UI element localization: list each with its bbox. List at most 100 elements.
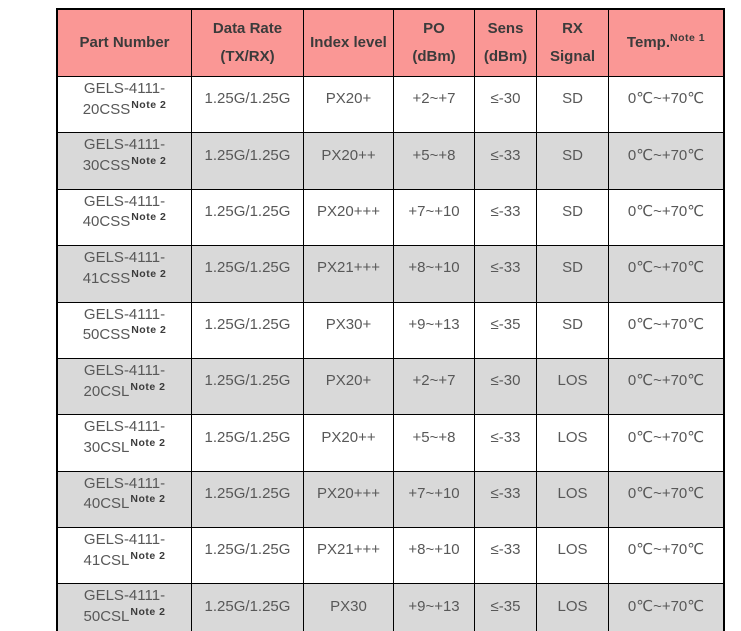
cell-temp: 0℃~+70℃ bbox=[608, 470, 725, 529]
cell-rate: 1.25G/1.25G bbox=[191, 245, 304, 303]
header-label: RX bbox=[562, 19, 583, 37]
column-header-sens: Sens (dBm) bbox=[474, 8, 537, 77]
cell-sens: ≤-35 bbox=[474, 301, 537, 359]
part-note-superscript: Note 2 bbox=[131, 155, 167, 168]
cell-sens: ≤-33 bbox=[474, 245, 537, 303]
table-header: Part Number Data Rate (TX/RX) Index level PO… bbox=[56, 8, 725, 77]
cell-rate: 1.25G/1.25G bbox=[191, 357, 304, 416]
table-row: GELS-4111- 40CSLNote 2 1.25G/1.25G PX20+++ +… bbox=[56, 470, 725, 529]
part-number-line2: 20CSS bbox=[82, 100, 131, 118]
column-header-rx: RX Signal bbox=[536, 8, 609, 77]
header-note-superscript: Note 1 bbox=[669, 31, 706, 44]
table-row: GELS-4111- 50CSSNote 2 1.25G/1.25G PX30+ +9~… bbox=[56, 301, 725, 359]
cell-index: PX30 bbox=[303, 583, 394, 631]
part-note-superscript: Note 2 bbox=[130, 549, 166, 562]
part-number-line2: 50CSS bbox=[82, 326, 131, 344]
part-number-line1: GELS-4111- bbox=[83, 418, 166, 436]
cell-po: +7~+10 bbox=[393, 470, 475, 529]
header-label: Sens bbox=[487, 19, 524, 37]
header-label-line2: (dBm) bbox=[412, 48, 456, 65]
cell-index: PX20+ bbox=[303, 75, 394, 134]
cell-sens: ≤-33 bbox=[474, 132, 537, 190]
cell-rx: LOS bbox=[536, 357, 609, 416]
cell-rx: SD bbox=[536, 301, 609, 359]
cell-rx: SD bbox=[536, 245, 609, 303]
part-note-superscript: Note 2 bbox=[130, 436, 166, 449]
cell-rate: 1.25G/1.25G bbox=[191, 526, 304, 585]
table-body: GELS-4111- 20CSSNote 2 1.25G/1.25G PX20+ +2~… bbox=[56, 75, 725, 631]
cell-rx: SD bbox=[536, 132, 609, 190]
part-note-superscript: Note 2 bbox=[131, 98, 167, 111]
table-row: GELS-4111- 40CSSNote 2 1.25G/1.25G PX20+++ +… bbox=[56, 188, 725, 247]
cell-part-number: GELS-4111- 30CSLNote 2 bbox=[56, 414, 192, 472]
optical-module-spec-table: Part Number Data Rate (TX/RX) Index level PO… bbox=[56, 8, 725, 631]
part-number-line2: 41CSL bbox=[83, 551, 130, 569]
part-number-line2: 30CSL bbox=[83, 438, 130, 456]
cell-index: PX30+ bbox=[303, 301, 394, 359]
cell-rate: 1.25G/1.25G bbox=[191, 414, 304, 472]
header-row: Part Number Data Rate (TX/RX) Index level PO… bbox=[56, 8, 725, 77]
cell-rx: LOS bbox=[536, 526, 609, 585]
table-row: GELS-4111- 20CSLNote 2 1.25G/1.25G PX20+ +2~… bbox=[56, 357, 725, 416]
cell-rate: 1.25G/1.25G bbox=[191, 75, 304, 134]
part-number-line1: GELS-4111- bbox=[83, 80, 166, 97]
cell-temp: 0℃~+70℃ bbox=[608, 583, 725, 631]
cell-rate: 1.25G/1.25G bbox=[191, 132, 304, 190]
part-note-superscript: Note 2 bbox=[130, 606, 166, 619]
table-row: GELS-4111- 20CSSNote 2 1.25G/1.25G PX20+ +2~… bbox=[56, 75, 725, 134]
cell-index: PX20+ bbox=[303, 357, 394, 416]
part-number-line2: 40CSS bbox=[82, 213, 131, 231]
cell-part-number: GELS-4111- 50CSSNote 2 bbox=[56, 301, 192, 359]
cell-temp: 0℃~+70℃ bbox=[608, 132, 725, 190]
cell-po: +9~+13 bbox=[393, 301, 475, 359]
table-row: GELS-4111- 30CSSNote 2 1.25G/1.25G PX20++ +5… bbox=[56, 132, 725, 190]
part-number-line2: 41CSS bbox=[82, 269, 131, 287]
cell-po: +8~+10 bbox=[393, 526, 475, 585]
cell-rx: SD bbox=[536, 75, 609, 134]
column-header-temp: Temp.Note 1 bbox=[608, 8, 725, 77]
column-header-po: PO (dBm) bbox=[393, 8, 475, 77]
spec-table-container: Part Number Data Rate (TX/RX) Index level PO… bbox=[56, 8, 725, 631]
part-note-superscript: Note 2 bbox=[131, 267, 167, 280]
cell-part-number: GELS-4111- 50CSLNote 2 bbox=[56, 583, 192, 631]
header-label-line2: (dBm) bbox=[483, 48, 528, 65]
part-number-line1: GELS-4111- bbox=[83, 361, 166, 379]
cell-temp: 0℃~+70℃ bbox=[608, 357, 725, 416]
part-number-line1: GELS-4111- bbox=[83, 249, 166, 267]
cell-index: PX20+++ bbox=[303, 188, 394, 247]
cell-sens: ≤-33 bbox=[474, 470, 537, 529]
cell-part-number: GELS-4111- 41CSLNote 2 bbox=[56, 526, 192, 585]
cell-temp: 0℃~+70℃ bbox=[608, 245, 725, 303]
cell-temp: 0℃~+70℃ bbox=[608, 188, 725, 247]
cell-sens: ≤-33 bbox=[474, 414, 537, 472]
table-row: GELS-4111- 50CSLNote 2 1.25G/1.25G PX30 +9~+… bbox=[56, 583, 725, 631]
cell-po: +2~+7 bbox=[393, 75, 475, 134]
cell-part-number: GELS-4111- 20CSSNote 2 bbox=[56, 75, 192, 134]
cell-rx: LOS bbox=[536, 470, 609, 529]
part-note-superscript: Note 2 bbox=[131, 211, 167, 224]
cell-part-number: GELS-4111- 41CSSNote 2 bbox=[56, 245, 192, 303]
cell-sens: ≤-30 bbox=[474, 357, 537, 416]
part-number-line2: 30CSS bbox=[82, 157, 131, 175]
part-number-line1: GELS-4111- bbox=[83, 192, 166, 210]
part-number-line1: GELS-4111- bbox=[83, 587, 166, 605]
header-label-line2: Signal bbox=[549, 48, 595, 65]
column-header-rate: Data Rate (TX/RX) bbox=[191, 8, 304, 77]
cell-po: +2~+7 bbox=[393, 357, 475, 416]
cell-rx: LOS bbox=[536, 414, 609, 472]
header-label-line2: (TX/RX) bbox=[220, 48, 275, 65]
cell-po: +5~+8 bbox=[393, 132, 475, 190]
part-number-line2: 40CSL bbox=[83, 495, 130, 513]
cell-index: PX20++ bbox=[303, 414, 394, 472]
cell-sens: ≤-33 bbox=[474, 188, 537, 247]
cell-part-number: GELS-4111- 40CSSNote 2 bbox=[56, 188, 192, 247]
cell-index: PX20+++ bbox=[303, 470, 394, 529]
table-row: GELS-4111- 30CSLNote 2 1.25G/1.25G PX20++ +5… bbox=[56, 414, 725, 472]
cell-index: PX20++ bbox=[303, 132, 394, 190]
cell-temp: 0℃~+70℃ bbox=[608, 75, 725, 134]
column-header-index: Index level bbox=[303, 8, 394, 77]
part-note-superscript: Note 2 bbox=[130, 493, 166, 506]
table-row: GELS-4111- 41CSSNote 2 1.25G/1.25G PX21+++ +… bbox=[56, 245, 725, 303]
cell-rate: 1.25G/1.25G bbox=[191, 188, 304, 247]
